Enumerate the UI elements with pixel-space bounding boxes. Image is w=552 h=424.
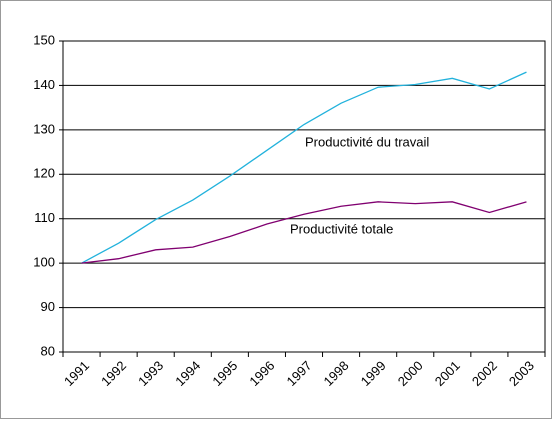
y-tick-label: 90 xyxy=(41,299,55,314)
y-tick-label: 140 xyxy=(33,77,55,92)
series-line xyxy=(81,201,527,264)
plot-border xyxy=(62,40,546,353)
y-tick-label: 150 xyxy=(33,32,55,47)
y-tick-label: 120 xyxy=(33,166,55,181)
y-tick-label: 80 xyxy=(41,343,55,358)
y-tick-label: 100 xyxy=(33,255,55,270)
y-tick-label: 110 xyxy=(34,210,55,225)
y-tick-label: 130 xyxy=(33,121,55,136)
series-label: Productivité du travail xyxy=(305,134,429,149)
series-label: Productivité totale xyxy=(290,221,393,236)
series-line xyxy=(81,71,527,264)
